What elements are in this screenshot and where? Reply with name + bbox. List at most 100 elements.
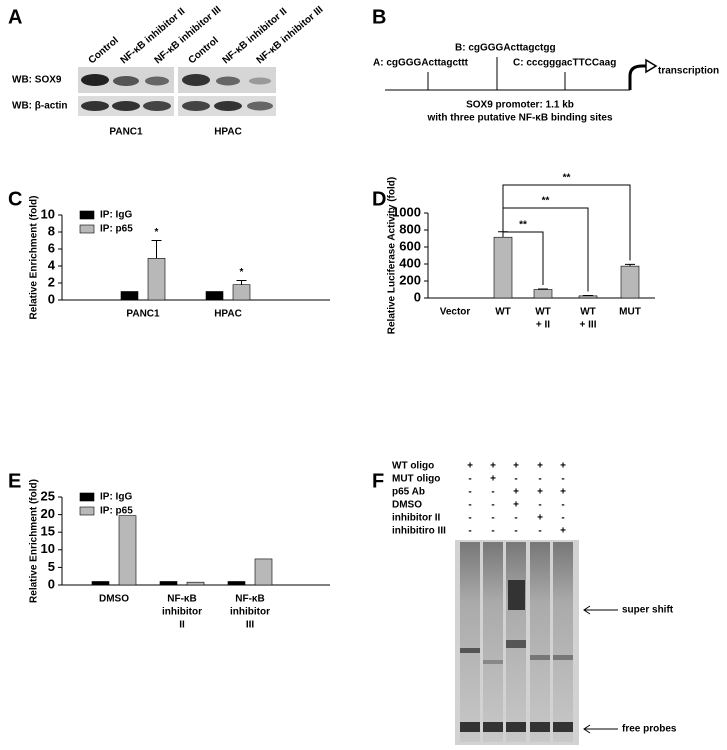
bar bbox=[227, 581, 246, 586]
x-tick-label: inhibitor bbox=[230, 607, 270, 618]
row-label: WB: β-actin bbox=[12, 101, 68, 112]
x-tick-label: Vector bbox=[440, 307, 471, 318]
marker-arrow bbox=[583, 724, 618, 734]
bar bbox=[620, 265, 640, 299]
y-tick-label: 0 bbox=[48, 576, 55, 591]
condition-label: MUT oligo bbox=[392, 474, 440, 485]
condition-sign: + bbox=[537, 461, 543, 472]
condition-sign: + bbox=[560, 526, 566, 537]
x-tick-label: II bbox=[179, 620, 185, 631]
y-axis-label: Relative Enrichment (fold) bbox=[29, 479, 40, 603]
y-tick-label: 8 bbox=[48, 223, 55, 238]
condition-sign: - bbox=[468, 513, 471, 524]
legend-label: IP: p65 bbox=[100, 224, 133, 235]
panel-letter: D bbox=[372, 188, 386, 210]
panel-letter: E bbox=[8, 470, 21, 492]
x-tick-label: MUT bbox=[619, 307, 641, 318]
panel-letter: C bbox=[8, 188, 22, 210]
legend-swatch bbox=[79, 506, 95, 516]
condition-label: WT oligo bbox=[392, 461, 434, 472]
condition-sign: - bbox=[468, 500, 471, 511]
condition-sign: - bbox=[468, 526, 471, 537]
condition-sign: - bbox=[514, 526, 517, 537]
x-tick-label: WT bbox=[535, 307, 551, 318]
x-tick-label: III bbox=[246, 620, 255, 631]
bar bbox=[118, 515, 137, 586]
condition-sign: - bbox=[538, 500, 541, 511]
bar bbox=[159, 581, 178, 586]
legend-label: IP: IgG bbox=[100, 210, 132, 221]
site-label: A: cgGGGActtagcttt bbox=[373, 58, 469, 69]
legend-label: IP: IgG bbox=[100, 492, 132, 503]
bar bbox=[232, 284, 251, 301]
lane-label: Control bbox=[87, 35, 121, 66]
condition-sign: - bbox=[514, 474, 517, 485]
y-axis-label: Relative Enrichment (fold) bbox=[29, 196, 40, 320]
condition-sign: - bbox=[538, 526, 541, 537]
condition-sign: - bbox=[561, 474, 564, 485]
condition-sign: + bbox=[537, 487, 543, 498]
x-tick-label: DMSO bbox=[99, 594, 129, 605]
bracket bbox=[502, 207, 589, 292]
site-label: B: cgGGGActtagctgg bbox=[455, 43, 556, 54]
condition-sign: - bbox=[491, 513, 494, 524]
y-tick-label: 2 bbox=[48, 274, 55, 289]
condition-sign: - bbox=[491, 500, 494, 511]
condition-sign: + bbox=[513, 500, 519, 511]
condition-sign: - bbox=[468, 474, 471, 485]
condition-sign: + bbox=[467, 461, 473, 472]
x-tick-label: WT bbox=[495, 307, 511, 318]
condition-sign: + bbox=[560, 461, 566, 472]
lane-label: Control bbox=[187, 35, 221, 66]
panel-letter: B bbox=[372, 6, 386, 28]
condition-label: inhibitiro III bbox=[392, 526, 446, 537]
panel-letter: A bbox=[8, 6, 22, 28]
bar bbox=[205, 291, 224, 301]
condition-sign: + bbox=[513, 461, 519, 472]
error-bar bbox=[151, 240, 162, 259]
cell-line: PANC1 bbox=[109, 127, 143, 138]
bar bbox=[120, 291, 139, 301]
condition-sign: - bbox=[514, 513, 517, 524]
condition-sign: - bbox=[491, 526, 494, 537]
condition-sign: + bbox=[513, 487, 519, 498]
row-label: WB: SOX9 bbox=[12, 75, 62, 86]
y-tick-label: 0 bbox=[414, 289, 421, 304]
y-tick-label: 6 bbox=[48, 240, 55, 255]
y-tick-label: 10 bbox=[41, 206, 55, 221]
y-tick-label: 1000 bbox=[392, 204, 421, 219]
site-label: C: cccgggacTTCCaag bbox=[513, 58, 616, 69]
condition-sign: + bbox=[537, 513, 543, 524]
error-bar bbox=[498, 231, 508, 238]
y-tick-label: 15 bbox=[41, 524, 55, 539]
condition-sign: + bbox=[490, 461, 496, 472]
blot bbox=[78, 67, 276, 116]
y-tick-label: 600 bbox=[399, 238, 421, 253]
cell-line: HPAC bbox=[214, 127, 242, 138]
legend-swatch bbox=[79, 492, 95, 502]
condition-sign: - bbox=[491, 487, 494, 498]
bar bbox=[578, 295, 598, 299]
y-tick-label: 20 bbox=[41, 506, 55, 521]
bracket bbox=[502, 227, 544, 285]
x-tick-label: inhibitor bbox=[162, 607, 202, 618]
y-tick-label: 4 bbox=[48, 257, 56, 272]
bar bbox=[91, 581, 110, 586]
significance: ** bbox=[519, 220, 527, 231]
legend-label: IP: p65 bbox=[100, 506, 133, 517]
x-tick-label: NF-κB bbox=[235, 594, 264, 605]
y-axis-label: Relative Luciferase Activity (fold) bbox=[387, 177, 398, 334]
condition-sign: - bbox=[468, 487, 471, 498]
condition-sign: - bbox=[561, 513, 564, 524]
condition-label: p65 Ab bbox=[392, 487, 425, 498]
bracket bbox=[502, 184, 631, 261]
bar bbox=[254, 558, 273, 586]
y-tick-label: 200 bbox=[399, 272, 421, 287]
caption: with three putative NF-κB binding sites bbox=[426, 113, 612, 124]
y-tick-label: 5 bbox=[48, 559, 55, 574]
x-tick-label: + III bbox=[580, 320, 597, 331]
marker-label: free probes bbox=[622, 724, 677, 735]
condition-sign: + bbox=[490, 474, 496, 485]
significance: * bbox=[240, 267, 244, 278]
